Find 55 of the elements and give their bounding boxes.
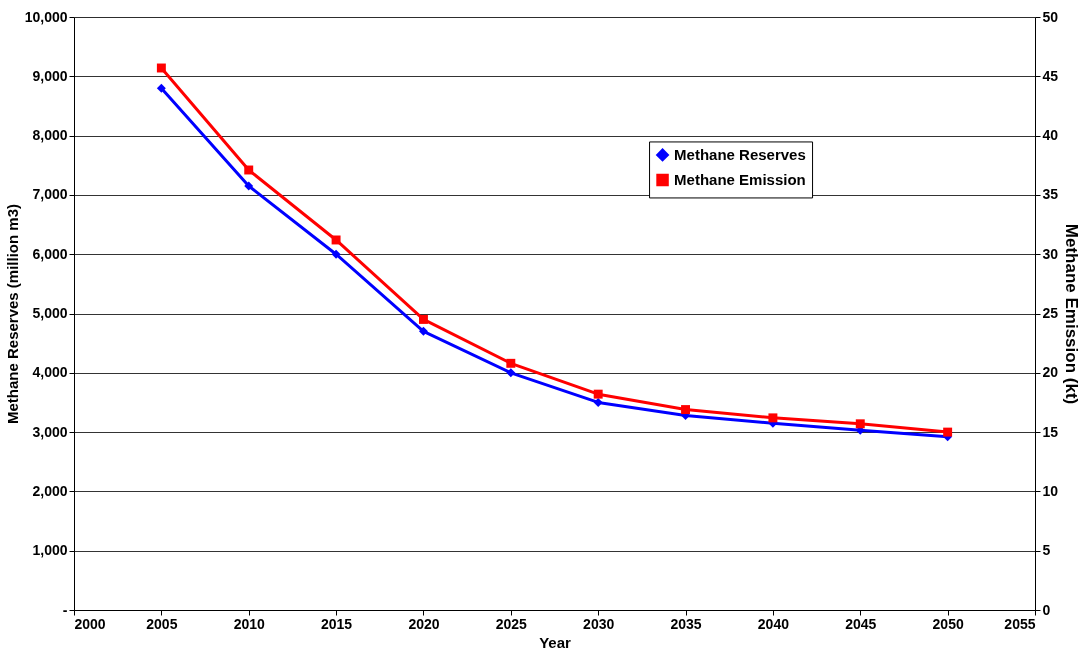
point: [156, 63, 166, 73]
x-tick-label: 2040: [757, 615, 790, 632]
y-tick-label: 4,000: [32, 364, 68, 381]
y2-tick-label: 15: [1042, 423, 1059, 440]
y2-tick-label: 5: [1042, 542, 1051, 559]
point: [418, 326, 428, 336]
x-tick-label: 2020: [408, 615, 440, 632]
point: [331, 235, 341, 245]
y2-tick-label: 30: [1042, 245, 1059, 262]
x-tick-label: 2045: [845, 615, 877, 632]
y-tick-label: 7,000: [32, 186, 68, 203]
y2-tick-label: 20: [1042, 364, 1059, 381]
y2-tick-label: 25: [1042, 305, 1059, 321]
point: [331, 249, 341, 259]
point: [156, 83, 166, 93]
y-tick-label: 8,000: [32, 127, 68, 144]
y-tick-label: 10,000: [24, 8, 68, 25]
y-tick-label: 9,000: [32, 67, 68, 84]
y-tick-label: -: [62, 601, 68, 618]
y2-tick-label: 50: [1042, 8, 1059, 25]
y2-tick-label: 45: [1042, 67, 1059, 84]
x-tick-label: 2030: [583, 615, 615, 632]
x-tick-label: 2055: [1004, 615, 1036, 632]
y-tick-label: 2,000: [32, 482, 68, 499]
y2-axis-title: Methane Emission (kt): [1062, 223, 1082, 405]
y-tick-label: 1,000: [32, 542, 68, 559]
point: [506, 368, 516, 378]
legend-label: Methane Emission: [674, 170, 806, 188]
point: [244, 165, 254, 175]
x-tick-label: 2010: [233, 615, 266, 632]
point: [943, 427, 953, 437]
x-tick-label: 2035: [670, 615, 702, 632]
legend-label: Methane Reserves: [674, 145, 806, 163]
point: [593, 397, 603, 407]
point: [593, 389, 603, 399]
point: [855, 419, 865, 429]
x-tick-label: 2050: [932, 615, 964, 632]
point: [244, 181, 254, 191]
point: [768, 413, 778, 423]
x-tick-label: 2025: [495, 615, 528, 632]
point: [418, 314, 428, 324]
x-axis-title: Year: [539, 633, 572, 651]
y2-tick-label: 10: [1042, 482, 1059, 499]
y-tick-label: 6,000: [32, 245, 68, 262]
y2-tick-label: 35: [1042, 186, 1059, 203]
y2-tick-label: 40: [1042, 127, 1059, 144]
x-tick-label: 2000: [74, 615, 106, 632]
y-tick-label: 5,000: [32, 305, 68, 321]
point: [506, 358, 516, 368]
x-tick-label: 2015: [321, 615, 353, 632]
x-tick-label: 2005: [146, 615, 178, 632]
y-tick-label: 3,000: [32, 423, 68, 440]
y-axis-title: Methane Reserves (million m3): [3, 203, 21, 425]
point: [681, 405, 691, 415]
y2-tick-label: 0: [1042, 601, 1051, 618]
